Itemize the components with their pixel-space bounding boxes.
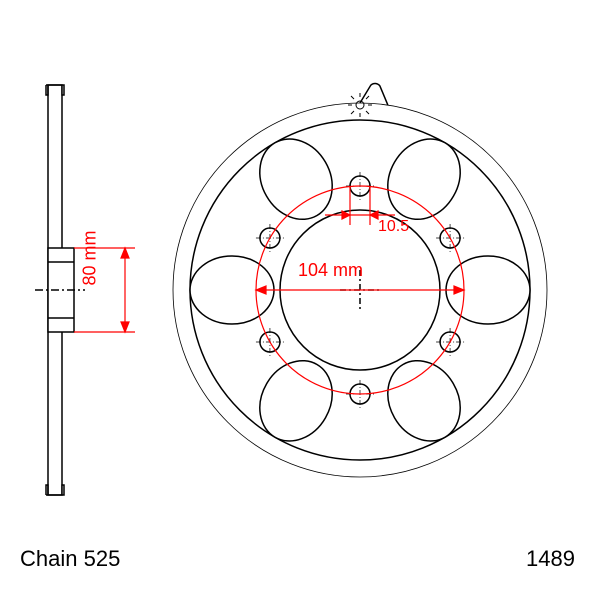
part-number: 1489 bbox=[526, 546, 575, 572]
dim-10-5-label: 10.5 bbox=[378, 218, 409, 236]
dim-104-label: 104 mm bbox=[298, 260, 363, 281]
position-marker-icon bbox=[348, 93, 372, 117]
chain-label: Chain 525 bbox=[20, 546, 120, 572]
side-view bbox=[35, 85, 85, 495]
sprocket-diagram: 80 mm 104 mm 10.5 Chain 525 1489 bbox=[0, 0, 600, 600]
dim-80-label: 80 mm bbox=[80, 230, 101, 285]
diagram-svg bbox=[0, 0, 600, 600]
